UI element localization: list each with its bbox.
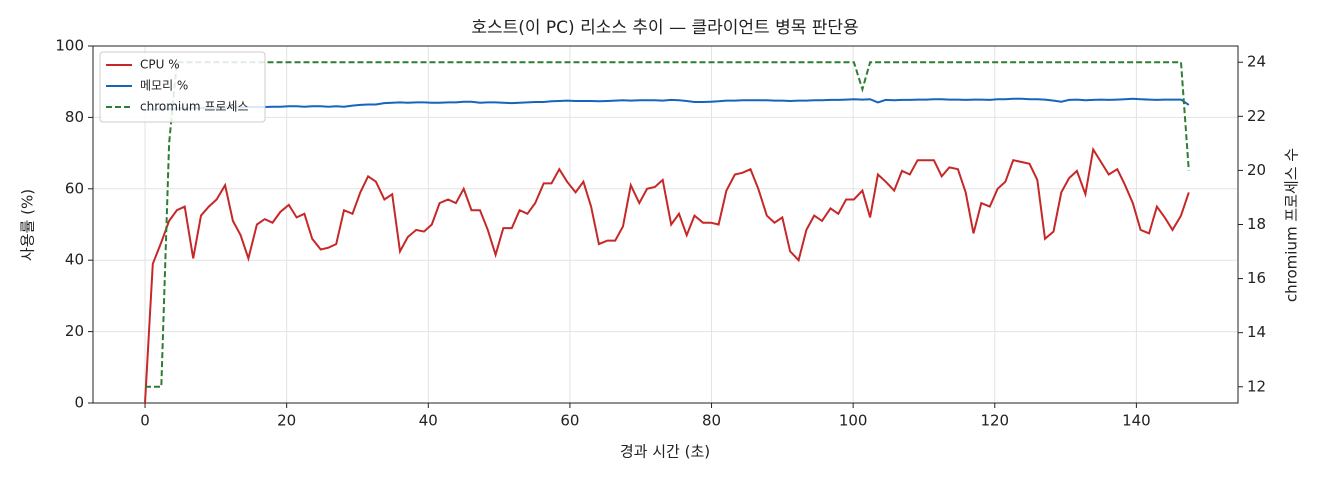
legend-label: 메모리 % [140,79,188,93]
x-axis-label: 경과 시간 (초) [620,443,710,461]
y2-tick-label: 16 [1247,269,1266,287]
data-line [144,97,1190,112]
x-tick-label: 140 [1122,412,1151,430]
x-tick-label: 0 [140,412,150,430]
x-tick-label: 40 [419,412,438,430]
y-tick-label: 20 [65,322,84,340]
x-tick-label: 60 [560,412,579,430]
x-tick-label: 20 [277,412,296,430]
y2-tick-label: 14 [1247,323,1266,341]
y-axis-label: 사용률 (%) [19,189,37,261]
y2-tick-label: 18 [1247,215,1266,233]
plot-frame [92,45,1239,404]
legend-label: CPU % [140,58,180,72]
x-tick-label: 120 [980,412,1009,430]
data-line [144,146,1190,404]
x-tick-label: 100 [839,412,868,430]
x-tick-label: 80 [702,412,721,430]
y-tick-label: 100 [55,37,84,55]
y2-tick-label: 12 [1247,377,1266,395]
y-tick-label: 80 [65,108,84,126]
y2-axis-label: chromium 프로세스 수 [1283,148,1301,302]
legend-box [99,51,266,123]
y2-tick-label: 20 [1247,161,1266,179]
data-line [145,61,1190,388]
legend-label: chromium 프로세스 [140,100,249,114]
y2-tick-label: 22 [1247,107,1266,125]
y-tick-label: 0 [74,394,84,412]
y-tick-label: 60 [65,179,84,197]
y2-tick-label: 24 [1247,53,1266,71]
chart-title: 호스트(이 PC) 리소스 추이 — 클라이언트 병목 판단용 [471,18,858,38]
y-tick-label: 40 [65,251,84,269]
